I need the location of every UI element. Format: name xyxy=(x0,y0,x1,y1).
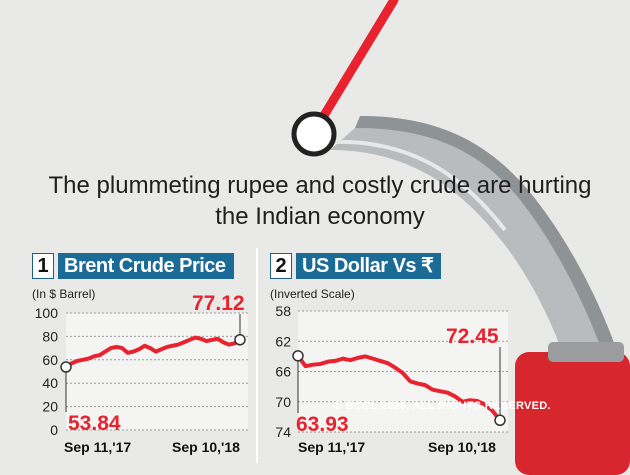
chart-brent-crude: (In $ Barrel) 100 80 60 40 20 0 53.84 77.12 Sep 1… xyxy=(32,287,248,455)
panel-divider xyxy=(256,248,258,463)
fuel-hose-icon xyxy=(330,128,605,360)
fuel-nozzle-handle xyxy=(515,352,630,475)
fuel-nozzle-collar xyxy=(548,342,624,362)
y-tick-label: 60 xyxy=(42,352,58,368)
end-marker xyxy=(494,414,506,427)
start-marker xyxy=(60,361,72,373)
y-tick-label: 70 xyxy=(275,394,291,410)
headline: The plummeting rupee and costly crude ar… xyxy=(48,172,592,230)
y-tick-label: 66 xyxy=(275,364,291,380)
panel-number: 2 xyxy=(270,253,292,279)
chart-us-dollar-vs-rupee: (Inverted Scale) 58 62 66 70 74 63.93 72.45 Sep … xyxy=(270,287,508,455)
y-axis-label: (In $ Barrel) xyxy=(32,287,95,301)
x-tick-label: Sep 11,'17 xyxy=(64,439,131,455)
start-marker xyxy=(292,350,304,362)
chart-title: US Dollar Vs ₹ xyxy=(296,253,442,279)
fuel-hose-shade xyxy=(355,116,620,360)
x-tick-label: Sep 10,'18 xyxy=(172,439,240,455)
y-tick-label: 80 xyxy=(42,328,58,344)
y-tick-label: 0 xyxy=(50,422,58,438)
end-value-label: 77.12 xyxy=(192,292,245,315)
fuel-hose-highlight xyxy=(334,139,507,232)
panel-number: 1 xyxy=(32,253,54,279)
start-value-label: 53.84 xyxy=(68,412,121,435)
y-tick-label: 62 xyxy=(275,333,291,349)
y-tick-label: 40 xyxy=(42,375,58,391)
series-line xyxy=(296,354,502,422)
series-line xyxy=(64,335,242,369)
plot-area xyxy=(66,313,248,430)
y-tick-label: 58 xyxy=(275,303,291,319)
gauge-needle xyxy=(309,0,399,137)
copyright-notice: © BCCL 2026. ALL RIGHTS RESERVED. xyxy=(334,400,551,412)
end-marker xyxy=(234,334,246,346)
y-tick-label: 74 xyxy=(275,424,291,440)
x-tick-label: Sep 10,'18 xyxy=(428,439,496,455)
end-value-label: 72.45 xyxy=(446,325,499,348)
chart-title: Brent Crude Price xyxy=(58,253,234,279)
start-value-label: 63.93 xyxy=(296,413,349,436)
y-axis-label: (Inverted Scale) xyxy=(270,287,355,301)
x-tick-label: Sep 11,'17 xyxy=(298,439,365,455)
gauge-pivot xyxy=(291,111,337,157)
y-tick-label: 100 xyxy=(35,305,59,321)
y-tick-label: 20 xyxy=(42,399,58,415)
